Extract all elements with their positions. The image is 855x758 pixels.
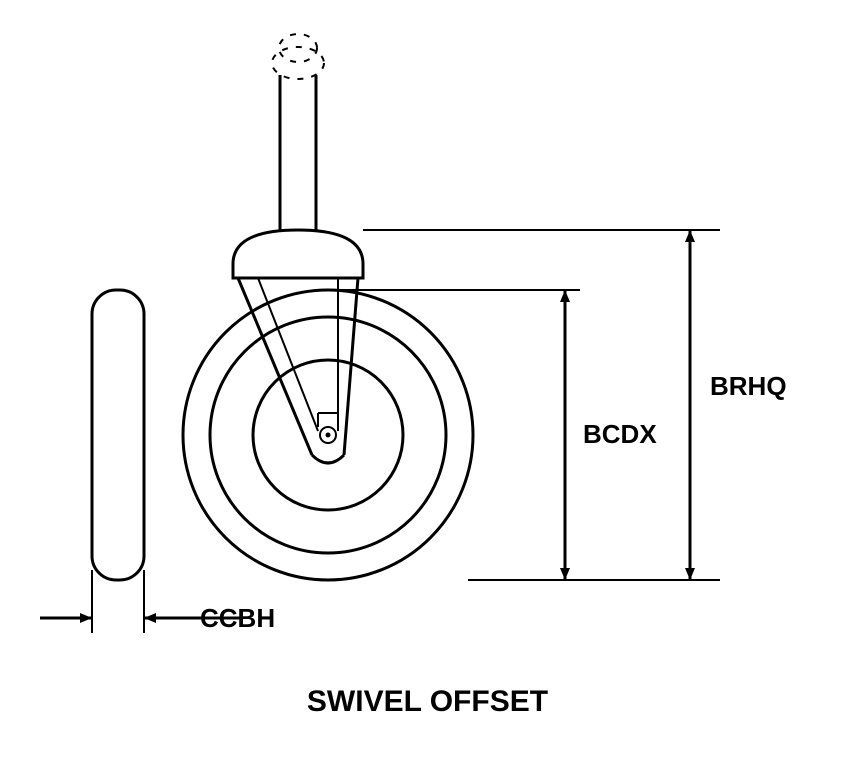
cap-outline bbox=[233, 230, 363, 278]
brhq-label: BRHQ bbox=[710, 371, 787, 401]
yoke-tip bbox=[312, 455, 344, 463]
side-wheel-outline bbox=[92, 290, 144, 580]
ccbh-label: CCBH bbox=[200, 603, 275, 633]
swivel-offset-diagram: BRHQ BCDX CCBH bbox=[0, 0, 855, 758]
wheel-hub-dot bbox=[326, 433, 331, 438]
diagram-title: SWIVEL OFFSET bbox=[0, 685, 855, 719]
yoke-inner-left bbox=[258, 278, 318, 431]
bcdx-label: BCDX bbox=[583, 419, 657, 449]
